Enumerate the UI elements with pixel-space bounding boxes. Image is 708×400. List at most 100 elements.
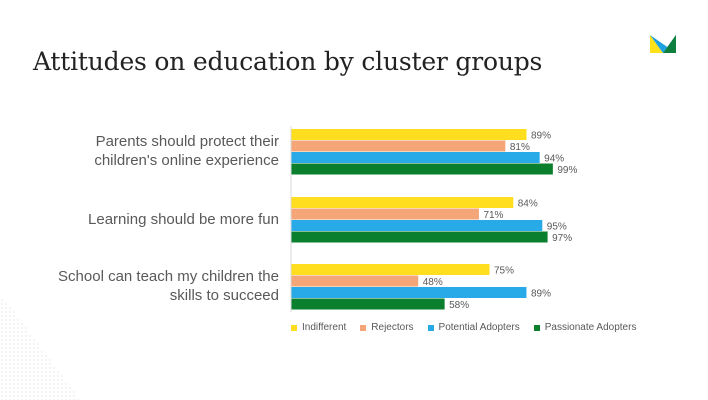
decor-dot (37, 343, 39, 345)
decor-dot (9, 363, 11, 365)
decor-dot (33, 363, 35, 365)
category-label-line: School can teach my children the (58, 268, 279, 285)
decor-dot (37, 363, 39, 365)
data-label: 81% (510, 142, 530, 153)
decor-dot (1, 311, 3, 313)
decor-dot (29, 371, 31, 373)
decor-dot (9, 359, 11, 361)
decor-dot (45, 379, 47, 381)
decor-dot (13, 363, 15, 365)
decor-dot (1, 351, 3, 353)
data-label: 94% (544, 153, 564, 164)
legend-swatch (427, 324, 434, 331)
data-label: 99% (557, 165, 577, 176)
decor-dot (21, 327, 23, 329)
decor-dot (45, 383, 47, 385)
decor-dot (45, 359, 47, 361)
decor-dot (49, 363, 51, 365)
decor-dot (5, 391, 7, 393)
decor-dot (9, 367, 11, 369)
decor-dot (5, 335, 7, 337)
decor-dot (49, 379, 51, 381)
decor-dot (25, 379, 27, 381)
decor-dot (61, 379, 63, 381)
legend-label: Passionate Adopters (544, 322, 637, 333)
decor-dot (17, 347, 19, 349)
category-label-line: Learning should be more fun (88, 210, 279, 228)
category-label: School can teach my children the skills t… (58, 267, 279, 305)
decor-dot (29, 375, 31, 377)
decor-dot (49, 395, 51, 397)
category-label-line: Parents should protect their (95, 133, 279, 150)
decor-dot (5, 339, 7, 341)
decor-dot (53, 391, 55, 393)
decor-dot (69, 387, 71, 389)
decor-dot (17, 363, 19, 365)
decor-dot (29, 363, 31, 365)
decor-dot (1, 371, 3, 373)
decor-dot (1, 335, 3, 337)
decor-dot (25, 343, 27, 345)
decor-dot (5, 327, 7, 329)
decor-dot (25, 351, 27, 353)
decor-dot (29, 379, 31, 381)
decor-dot (25, 363, 27, 365)
decor-dot (17, 383, 19, 385)
decor-dot (25, 327, 27, 329)
decor-dot (45, 371, 47, 373)
decor-dot (25, 383, 27, 385)
decor-dot (53, 395, 55, 397)
decor-dot (45, 375, 47, 377)
decor-dot (5, 307, 7, 309)
decor-dot (33, 355, 35, 357)
decor-dot (29, 347, 31, 349)
decor-dot (57, 391, 59, 393)
decor-dot (21, 335, 23, 337)
decor-dot (25, 347, 27, 349)
bar-rejectors-1 (291, 140, 506, 152)
decor-dot (21, 383, 23, 385)
bar-passionate-adopters-3 (291, 298, 445, 310)
decor-dot (41, 383, 43, 385)
decor-dot (57, 383, 59, 385)
decor-dot (45, 355, 47, 357)
decor-dot (41, 379, 43, 381)
decor-dot (17, 335, 19, 337)
decor-dot (17, 367, 19, 369)
bar-potential-adopters-3 (291, 287, 527, 298)
decor-dot (13, 395, 15, 397)
decor-dot (41, 371, 43, 373)
decor-dot (65, 387, 67, 389)
decor-dot (73, 391, 75, 393)
data-label: 71% (483, 210, 503, 221)
decor-dot (5, 343, 7, 345)
decor-dot (25, 375, 27, 377)
decor-dot (17, 359, 19, 361)
decor-dot (13, 387, 15, 389)
decor-dot (9, 319, 11, 321)
decor-dot (17, 395, 19, 397)
chart-legend: Indifferent Rejectors Potential Adopters Pa… (291, 322, 636, 333)
decor-dot (17, 327, 19, 329)
decor-dot (1, 299, 3, 301)
decor-dot (13, 359, 15, 361)
decor-dot (1, 315, 3, 317)
decor-dot (65, 391, 67, 393)
decor-dot (21, 359, 23, 361)
decor-dot (9, 351, 11, 353)
decor-dot (29, 355, 31, 357)
decor-dot (33, 395, 35, 397)
decor-dot (33, 351, 35, 353)
data-label: 48% (423, 277, 443, 288)
decor-dot (21, 347, 23, 349)
decor-dot (1, 323, 3, 325)
decor-dot (17, 351, 19, 353)
decor-dot (1, 359, 3, 361)
decor-dot (41, 355, 43, 357)
decor-dot (49, 359, 51, 361)
decor-dot (33, 339, 35, 341)
decor-dot (13, 383, 15, 385)
decor-dot (33, 387, 35, 389)
legend-item: Potential Adopters (427, 322, 520, 333)
